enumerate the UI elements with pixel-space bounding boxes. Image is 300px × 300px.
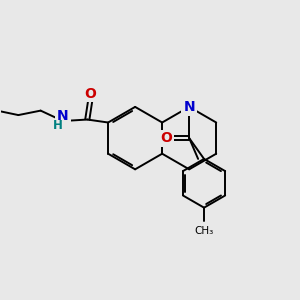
Text: CH₃: CH₃ xyxy=(194,226,214,236)
Text: N: N xyxy=(57,109,69,123)
Text: O: O xyxy=(84,87,96,101)
Text: O: O xyxy=(160,131,172,145)
Text: H: H xyxy=(52,119,62,132)
Text: N: N xyxy=(183,100,195,114)
